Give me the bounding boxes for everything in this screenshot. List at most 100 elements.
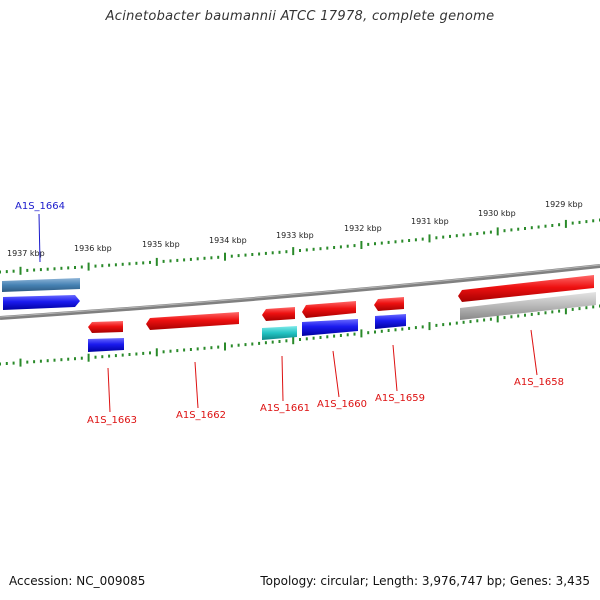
gene-a1s-1660-blue[interactable] <box>302 319 358 336</box>
gene-a1s-1658-gray[interactable] <box>460 292 596 320</box>
major-tick <box>360 329 363 338</box>
minor-tick <box>319 336 322 339</box>
leader-a1s-1658 <box>530 329 538 376</box>
minor-tick <box>183 348 186 352</box>
gene-a1s-1661-cyan[interactable] <box>262 326 297 340</box>
minor-tick <box>114 354 117 358</box>
minor-tick <box>483 318 486 322</box>
minor-tick <box>551 310 554 314</box>
leader-a1s-1663 <box>107 367 111 413</box>
minor-tick <box>394 240 397 244</box>
minor-tick <box>53 267 56 271</box>
forward-strand-genes <box>2 275 594 321</box>
minor-tick <box>0 362 1 366</box>
gene-label-a1s-1662[interactable]: A1S_1662 <box>176 410 226 421</box>
gene-a1s-1659-blue[interactable] <box>375 314 406 329</box>
gene-a1s-1659[interactable] <box>374 297 404 311</box>
gene-a1s-1663-red[interactable] <box>88 321 123 333</box>
minor-tick <box>585 220 588 224</box>
gene-label-a1s-1660[interactable]: A1S_1660 <box>317 399 367 410</box>
minor-tick <box>101 264 104 268</box>
minor-tick <box>46 267 49 271</box>
minor-tick <box>176 258 179 262</box>
gene-a1s-1660[interactable] <box>302 301 356 318</box>
minor-tick <box>94 264 97 268</box>
genome-backbone <box>0 264 600 320</box>
major-tick <box>564 306 567 315</box>
minor-tick <box>108 263 111 267</box>
scale-label-1935: 1935 kbp <box>142 240 180 249</box>
minor-tick <box>455 234 458 238</box>
genome-summary-text: Topology: circular; Length: 3,976,747 bp… <box>260 574 590 588</box>
forward-strand-genes-row2 <box>3 295 80 310</box>
major-tick <box>428 234 431 243</box>
minor-tick <box>401 327 404 331</box>
gene-label-a1s-1661[interactable]: A1S_1661 <box>260 403 310 414</box>
major-tick <box>496 227 499 236</box>
minor-tick <box>421 237 424 241</box>
major-tick <box>155 348 158 357</box>
minor-tick <box>339 245 342 249</box>
minor-tick <box>339 334 342 337</box>
minor-tick <box>544 224 547 228</box>
minor-tick <box>258 341 261 345</box>
gene-label-a1s-1664[interactable]: A1S_1664 <box>15 201 65 212</box>
minor-tick <box>251 342 254 346</box>
minor-tick <box>162 259 165 263</box>
major-tick <box>19 266 22 275</box>
minor-tick <box>258 252 261 256</box>
minor-tick <box>326 246 329 250</box>
minor-tick <box>346 244 349 248</box>
minor-tick <box>121 353 124 357</box>
minor-tick <box>12 361 15 365</box>
minor-tick <box>449 322 451 326</box>
gene-left-blue[interactable] <box>3 295 80 310</box>
minor-tick <box>530 226 533 230</box>
minor-tick <box>264 251 267 255</box>
minor-tick <box>114 263 117 267</box>
minor-tick <box>135 352 138 356</box>
scale-label-1936: 1936 kbp <box>74 244 112 253</box>
major-tick <box>87 353 90 362</box>
minor-tick <box>524 313 526 317</box>
minor-tick <box>367 331 370 335</box>
gene-a1s-1661[interactable] <box>262 307 295 321</box>
gene-label-a1s-1658[interactable]: A1S_1658 <box>514 377 564 388</box>
minor-tick <box>517 227 520 231</box>
minor-tick <box>462 320 465 324</box>
minor-tick <box>251 253 254 256</box>
minor-tick <box>142 351 145 355</box>
gene-a1s-1663[interactable] <box>88 338 124 352</box>
minor-tick <box>435 323 438 327</box>
minor-tick <box>353 332 356 336</box>
gene-label-a1s-1659[interactable]: A1S_1659 <box>375 393 425 404</box>
minor-tick <box>333 334 336 338</box>
gene-a1s-1664[interactable] <box>2 278 80 292</box>
minor-tick <box>578 220 581 224</box>
minor-tick <box>33 268 36 272</box>
scale-label-1930: 1930 kbp <box>478 209 516 218</box>
major-tick <box>428 322 431 331</box>
gene-a1s-1658[interactable] <box>458 275 594 302</box>
leader-a1s-1664 <box>38 213 41 263</box>
minor-tick <box>435 236 438 240</box>
minor-tick <box>421 325 424 329</box>
minor-tick <box>442 235 445 239</box>
major-tick <box>292 336 295 345</box>
scale-label-1937: 1937 kbp <box>7 249 45 258</box>
gene-a1s-1662[interactable] <box>146 312 239 330</box>
minor-tick <box>230 254 233 258</box>
minor-tick <box>510 228 513 232</box>
minor-tick <box>26 268 29 272</box>
major-tick <box>19 358 22 367</box>
minor-tick <box>5 270 8 274</box>
minor-tick <box>489 317 492 321</box>
minor-tick <box>585 306 588 310</box>
minor-tick <box>128 262 131 266</box>
gene-label-a1s-1663[interactable]: A1S_1663 <box>87 415 137 426</box>
minor-tick <box>189 348 192 351</box>
minor-tick <box>387 329 390 332</box>
minor-tick <box>271 251 274 255</box>
minor-tick <box>176 349 179 353</box>
